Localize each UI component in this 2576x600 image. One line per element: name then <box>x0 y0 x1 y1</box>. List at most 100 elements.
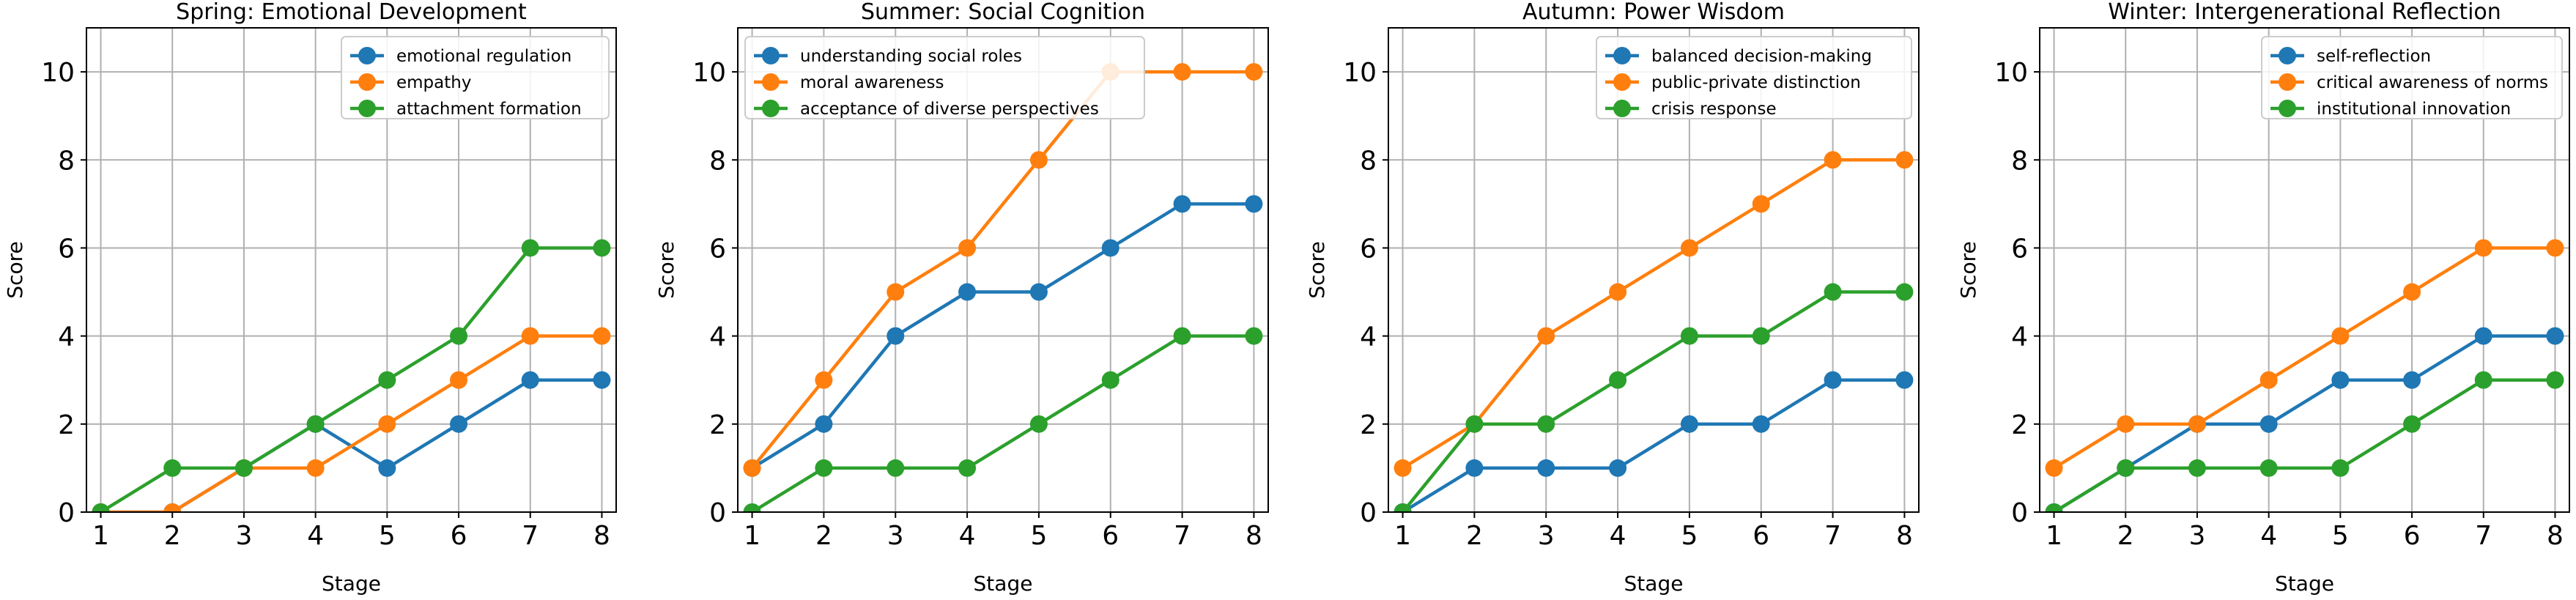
data-point[interactable] <box>2259 459 2278 477</box>
data-point[interactable] <box>1824 283 1842 301</box>
data-point[interactable] <box>2045 459 2063 477</box>
data-point[interactable] <box>1029 283 1048 301</box>
data-point[interactable] <box>1029 415 1048 433</box>
data-point[interactable] <box>306 415 325 433</box>
data-point[interactable] <box>378 371 396 389</box>
data-point[interactable] <box>234 459 253 477</box>
data-point[interactable] <box>2259 371 2278 389</box>
y-tick-label: 4 <box>58 322 75 352</box>
data-point[interactable] <box>1752 415 1770 433</box>
y-tick-label: 2 <box>709 410 726 440</box>
data-point[interactable] <box>1680 415 1698 433</box>
data-point[interactable] <box>1173 327 1191 345</box>
data-point[interactable] <box>450 327 468 345</box>
y-tick-label: 6 <box>1360 234 1377 264</box>
x-axis-label: Stage <box>2275 571 2334 596</box>
data-point[interactable] <box>1752 327 1770 345</box>
data-point[interactable] <box>378 459 396 477</box>
chart-title: Summer: Social Cognition <box>861 0 1145 25</box>
data-point[interactable] <box>2474 327 2492 345</box>
data-point[interactable] <box>1537 327 1555 345</box>
data-point[interactable] <box>521 327 539 345</box>
data-point[interactable] <box>2331 327 2350 345</box>
data-point[interactable] <box>450 415 468 433</box>
x-tick-label: 7 <box>2475 521 2492 551</box>
data-point[interactable] <box>163 503 182 521</box>
x-tick-label: 8 <box>2547 521 2564 551</box>
data-point[interactable] <box>958 283 977 301</box>
data-point[interactable] <box>2403 415 2421 433</box>
data-point[interactable] <box>1609 371 1627 389</box>
data-point[interactable] <box>958 459 977 477</box>
data-point[interactable] <box>1029 151 1048 169</box>
data-point[interactable] <box>1537 459 1555 477</box>
data-point[interactable] <box>1245 195 1263 213</box>
data-point[interactable] <box>1173 63 1191 81</box>
data-point[interactable] <box>887 327 905 345</box>
data-point[interactable] <box>1752 195 1770 213</box>
data-point[interactable] <box>2546 239 2564 257</box>
data-point[interactable] <box>1394 459 1412 477</box>
data-point[interactable] <box>1465 459 1484 477</box>
data-point[interactable] <box>1537 415 1555 433</box>
x-tick-label: 2 <box>164 521 181 551</box>
data-point[interactable] <box>1609 283 1627 301</box>
data-point[interactable] <box>2474 371 2492 389</box>
data-point[interactable] <box>2546 327 2564 345</box>
y-axis-label: Score <box>1956 241 1980 298</box>
data-point[interactable] <box>2403 371 2421 389</box>
data-point[interactable] <box>593 327 611 345</box>
data-point[interactable] <box>2117 459 2135 477</box>
data-point[interactable] <box>887 283 905 301</box>
y-tick-label: 2 <box>58 410 75 440</box>
data-point[interactable] <box>593 371 611 389</box>
data-point[interactable] <box>1824 371 1842 389</box>
data-point[interactable] <box>1680 327 1698 345</box>
data-point[interactable] <box>1465 415 1484 433</box>
data-point[interactable] <box>521 371 539 389</box>
data-point[interactable] <box>958 239 977 257</box>
data-point[interactable] <box>815 371 833 389</box>
data-point[interactable] <box>2474 239 2492 257</box>
series-line <box>2053 378 2555 512</box>
y-tick-label: 0 <box>709 498 726 528</box>
data-point[interactable] <box>2188 459 2206 477</box>
data-point[interactable] <box>887 459 905 477</box>
data-point[interactable] <box>2045 503 2063 521</box>
data-point[interactable] <box>2188 415 2206 433</box>
data-point[interactable] <box>1609 459 1627 477</box>
data-point[interactable] <box>1680 239 1698 257</box>
x-tick-label: 4 <box>1610 521 1626 551</box>
data-point[interactable] <box>743 459 761 477</box>
data-point[interactable] <box>815 415 833 433</box>
data-point[interactable] <box>2546 371 2564 389</box>
data-point[interactable] <box>521 239 539 257</box>
data-point[interactable] <box>1101 371 1119 389</box>
data-point[interactable] <box>1245 63 1263 81</box>
data-point[interactable] <box>2403 283 2421 301</box>
data-point[interactable] <box>2331 459 2350 477</box>
data-point[interactable] <box>1173 195 1191 213</box>
data-point[interactable] <box>1895 283 1914 301</box>
y-tick-label: 2 <box>1360 410 1377 440</box>
data-point[interactable] <box>1824 151 1842 169</box>
data-point[interactable] <box>1245 327 1263 345</box>
x-tick-label: 4 <box>959 521 976 551</box>
data-point[interactable] <box>163 459 182 477</box>
data-point[interactable] <box>1895 371 1914 389</box>
data-point[interactable] <box>815 459 833 477</box>
data-point[interactable] <box>2331 371 2350 389</box>
data-point[interactable] <box>2117 415 2135 433</box>
legend-marker <box>762 73 780 91</box>
data-point[interactable] <box>1895 151 1914 169</box>
data-point[interactable] <box>378 415 396 433</box>
data-point[interactable] <box>743 503 761 521</box>
data-point[interactable] <box>306 459 325 477</box>
data-point[interactable] <box>1101 239 1119 257</box>
data-point[interactable] <box>593 239 611 257</box>
data-point[interactable] <box>450 371 468 389</box>
y-tick-label: 0 <box>58 498 75 528</box>
data-point[interactable] <box>92 503 110 521</box>
data-point[interactable] <box>2259 415 2278 433</box>
data-point[interactable] <box>1394 503 1412 521</box>
